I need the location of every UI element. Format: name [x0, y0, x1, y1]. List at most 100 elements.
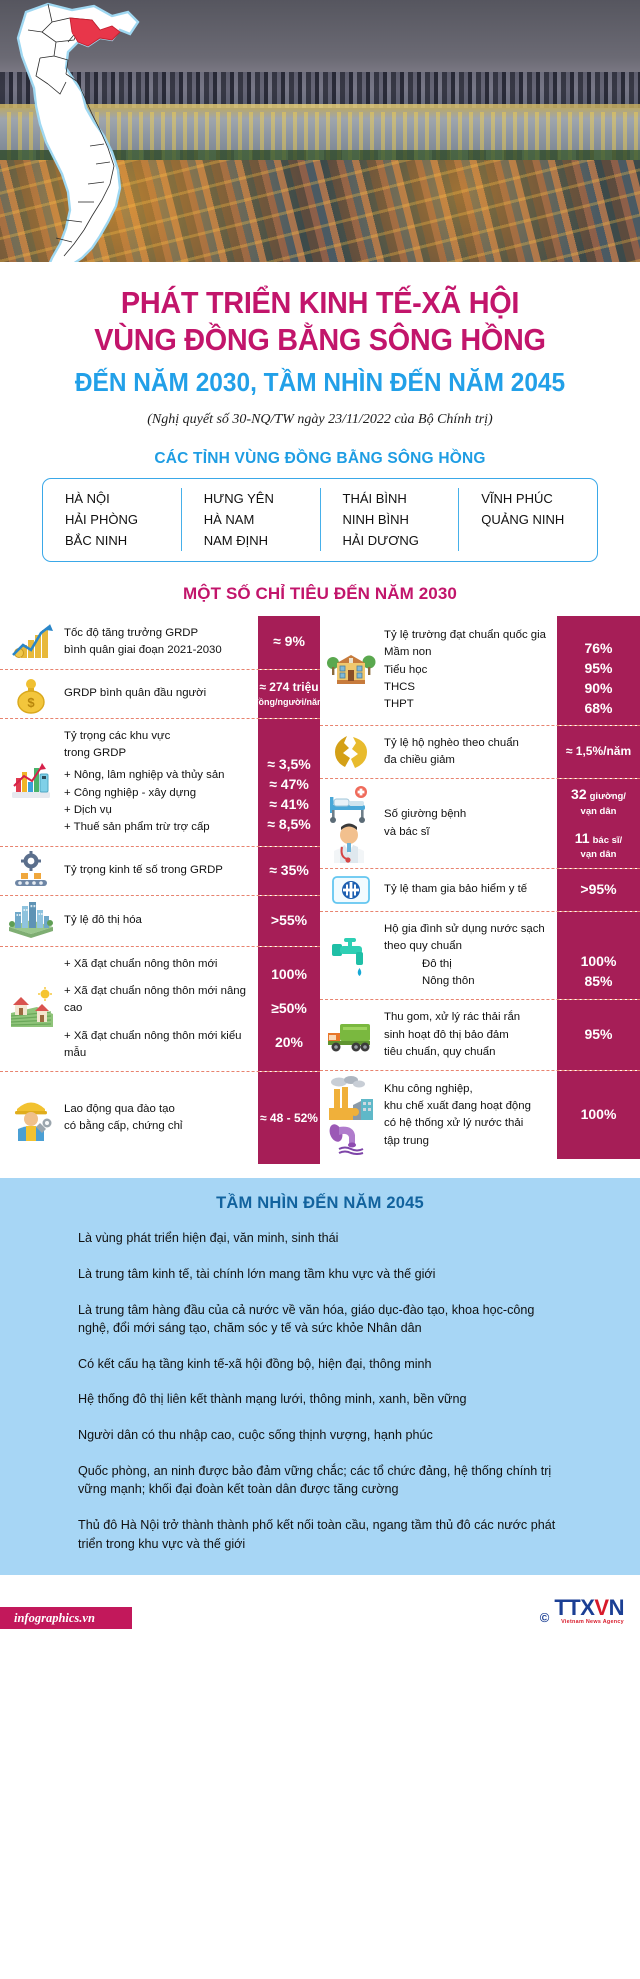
page-title-line2: VÙNG ĐỒNG BẰNG SÔNG HỒNG — [94, 322, 546, 358]
indicator-line: có hệ thống xử lý nước thải — [384, 1117, 524, 1130]
indicator-line: tập trung — [384, 1134, 429, 1147]
province-item: NINH BÌNH — [342, 511, 409, 527]
indicator-sub-label: + Thuế sản phẩm trừ trợ cấp — [64, 821, 210, 834]
indicator-row: Khu công nghiệp, khu chế xuất đang hoạt … — [320, 1071, 640, 1160]
ttxvn-ttx: TTX — [554, 1595, 595, 1621]
indicator-line: sinh hoạt đô thị bảo đảm — [384, 1028, 509, 1041]
indicator-value: ≈ 274 triệu đồng/người/năm — [253, 669, 325, 718]
indicator-value-text: ≈ 48 - 52% — [260, 1110, 318, 1125]
doctors-number: 11 — [574, 829, 590, 846]
indicator-value: 100% — [557, 1071, 640, 1160]
indicator-sub-value: ≈ 8,5% — [267, 816, 311, 833]
sector-chart-icon — [0, 719, 62, 846]
indicator-value: ≈ 1,5%/năm — [557, 725, 640, 779]
ttxvn-v: V — [594, 1595, 609, 1621]
vision-item: Là trung tâm hàng đầu của cả nước về văn… — [78, 1302, 535, 1336]
vision-item: Quốc phòng, an ninh được bảo đảm vững ch… — [78, 1463, 552, 1497]
indicator-label: + Xã đạt chuẩn nông thôn mới + Xã đạt ch… — [62, 947, 258, 1072]
indicator-value: 100% ≥50% 20% — [258, 946, 320, 1072]
indicator-value: ≈ 9% — [258, 616, 320, 669]
vision-item: Hệ thống đô thị liên kết thành mạng lưới… — [78, 1392, 467, 1407]
indicator-sub-value: 90% — [584, 679, 613, 696]
hero-bridge — [0, 104, 640, 110]
indicator-line: khu chế xuất đang hoạt động — [384, 1099, 531, 1112]
vision-item: Là trung tâm kinh tế, tài chính lớn mang… — [78, 1266, 436, 1281]
indicator-row: + Xã đạt chuẩn nông thôn mới + Xã đạt ch… — [0, 946, 320, 1073]
ttxvn-wordmark: TTXVN — [554, 1595, 625, 1621]
garbage-truck-icon — [320, 1000, 382, 1070]
page-subtitle: ĐẾN NĂM 2030, TẦM NHÌN ĐẾN NĂM 2045 — [74, 367, 566, 398]
indicator-label: Hộ gia đình sử dụng nước sạch theo quy c… — [382, 912, 557, 999]
indicator-row: Tỷ lệ đô thị hóa >55% — [0, 895, 320, 947]
worker-icon — [0, 1072, 62, 1164]
indicator-line: Tỷ lệ đô thị hóa — [64, 913, 142, 926]
indicator-line: Tỷ trọng kinh tế số trong GRDP — [64, 863, 223, 876]
indicator-value: >55% — [258, 895, 320, 946]
indicator-label: Tỷ trọng kinh tế số trong GRDP — [62, 847, 258, 895]
indicator-line: Tỷ lệ tham gia bảo hiểm y tế — [384, 883, 528, 896]
indicator-row: Tỷ lệ hộ nghèo theo chuẩn đa chiều giảm … — [320, 725, 640, 780]
indicator-label: Tỷ trọng các khu vực trong GRDP + Nông, … — [62, 719, 258, 846]
indicator-line: Tỷ trọng các khu vực — [64, 729, 171, 742]
indicator-sub-label: Mầm non — [384, 646, 432, 659]
indicator-sub-value: 100% — [271, 966, 307, 983]
indicator-sub-value: ≥50% — [271, 1000, 307, 1017]
indicator-value-text: >95% — [580, 880, 617, 897]
indicator-value: 100% 85% — [557, 911, 640, 1000]
indicator-line: Tốc độ tăng trưởng GRDP — [64, 627, 199, 640]
indicator-row: Tốc độ tăng trưởng GRDP bình quân giai đ… — [0, 616, 320, 670]
indicator-sub-label: + Nông, lâm nghiệp và thủy sản — [64, 769, 225, 782]
title-block: PHÁT TRIỂN KINH TẾ-XÃ HỘI VÙNG ĐỒNG BẰNG… — [0, 262, 640, 428]
indicator-label: Tỷ lệ trường đạt chuẩn quốc gia Mầm non … — [382, 616, 557, 725]
indicator-row: Tỷ trọng các khu vực trong GRDP + Nông, … — [0, 718, 320, 847]
doctors-unit: bác sĩ/ — [592, 834, 623, 846]
indicator-label: Tốc độ tăng trưởng GRDP bình quân giai đ… — [62, 616, 258, 669]
indicator-sub-value: ≈ 3,5% — [267, 756, 311, 773]
beds-unit: giường/ — [589, 791, 626, 803]
indicator-sub-label: + Dịch vụ — [64, 803, 112, 816]
indicator-sub-value: 76% — [584, 640, 613, 657]
ttxvn-logo: © TTXVN Vietnam News Agency — [540, 1595, 625, 1625]
indicator-row: Lao động qua đào tạo có bằng cấp, chứng … — [0, 1072, 320, 1165]
indicator-sub-label: + Công nghiệp - xây dựng — [64, 786, 197, 799]
indicator-value-text: ≈ 35% — [269, 861, 309, 878]
indicator-label: Khu công nghiệp, khu chế xuất đang hoạt … — [382, 1071, 557, 1159]
indicator-row: $ GRDP bình quân đầu người ≈ 274 triệu đ… — [0, 669, 325, 719]
indicator-sub-label: + Xã đạt chuẩn nông thôn mới nâng cao — [64, 984, 246, 1015]
province-item: HÀ NỘI — [65, 490, 110, 506]
province-item: BẮC NINH — [65, 532, 128, 548]
indicator-sub-value: 68% — [584, 699, 613, 716]
indicator-value: ≈ 48 - 52% — [258, 1072, 320, 1165]
factory-wastewater-icon — [320, 1071, 382, 1159]
indicator-line: GRDP bình quân đầu người — [64, 687, 207, 699]
vision-section: TẦM NHÌN ĐẾN NĂM 2045 Là vùng phát triển… — [0, 1178, 640, 1576]
vision-heading: TẦM NHÌN ĐẾN NĂM 2045 — [216, 1194, 424, 1213]
indicator-value-text: 95% — [584, 1026, 613, 1043]
indicators-grid: Tốc độ tăng trưởng GRDP bình quân giai đ… — [0, 616, 640, 1165]
indicator-value-text: ≈ 1,5%/năm — [565, 744, 632, 759]
footer-site-label[interactable]: infographics.vn — [14, 1611, 95, 1626]
provinces-column-2: HƯNG YÊN HÀ NAM NAM ĐỊNH — [182, 487, 321, 552]
growth-chart-icon — [0, 616, 62, 669]
provinces-column-4: VĨNH PHÚC QUẢNG NINH — [459, 488, 597, 551]
indicator-sub-value: 20% — [274, 1033, 304, 1050]
indicator-sub-label: THPT — [384, 698, 414, 711]
indicator-sub-label: Đô thị — [422, 957, 452, 970]
indicator-sub-value: ≈ 47% — [269, 776, 309, 793]
indicator-line: Lao động qua đào tạo — [64, 1102, 175, 1115]
indicator-label: Tỷ lệ hộ nghèo theo chuẩn đa chiều giảm — [382, 726, 557, 779]
vision-item: Thủ đô Hà Nội trở thành thành phố kết nố… — [78, 1517, 556, 1551]
rural-house-icon — [0, 947, 62, 1072]
hospital-bed-doctor-icon — [320, 779, 382, 868]
vision-list: Là vùng phát triển hiện đại, văn minh, s… — [78, 1229, 562, 1553]
indicator-row: Tỷ lệ tham gia bảo hiểm y tế >95% — [320, 868, 640, 912]
beds-number: 32 — [571, 786, 587, 803]
indicator-value: 76% 95% 90% 68% — [557, 616, 640, 725]
indicator-line: và bác sĩ — [384, 825, 430, 838]
ttxvn-n: N — [608, 1595, 625, 1621]
indicator-value: 32 giường/ vạn dân 11 bác sĩ/ vạn dân — [557, 779, 640, 868]
indicator-sub-value: 95% — [584, 659, 613, 676]
province-item: NAM ĐỊNH — [203, 532, 269, 548]
province-item: QUẢNG NINH — [481, 511, 565, 527]
indicator-sub-label: THCS — [384, 680, 416, 693]
